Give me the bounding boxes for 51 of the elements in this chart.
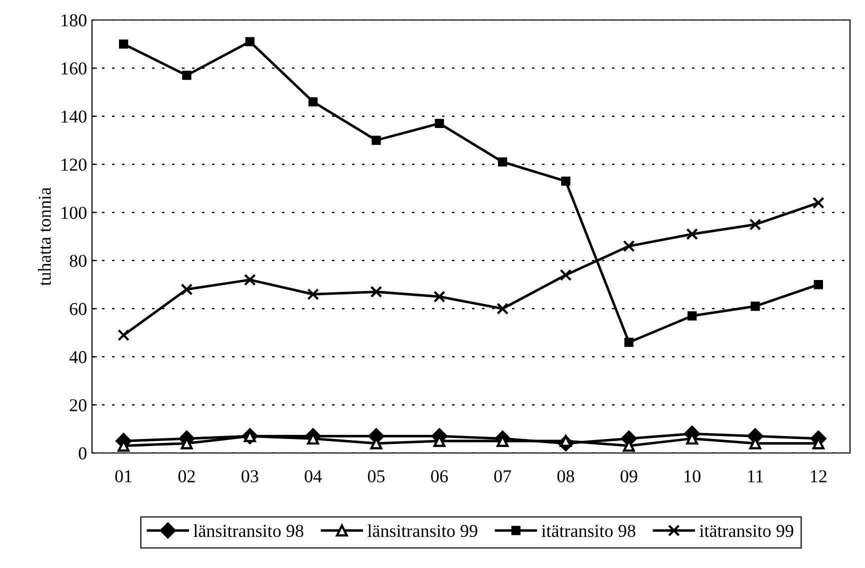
y-tick-label: 60	[70, 302, 86, 316]
legend-label: itätransito 98	[542, 524, 636, 537]
x-tick-label: 11	[748, 470, 763, 482]
legend-label: itätransito 99	[700, 524, 794, 537]
point	[180, 283, 193, 296]
point	[686, 228, 698, 240]
point	[244, 274, 256, 286]
x-tick-label: 03	[242, 470, 258, 482]
point	[749, 218, 762, 230]
x-tick-label: 12	[810, 470, 826, 482]
y-tick-label: 80	[70, 254, 86, 267]
legend-label: länsitransito 98	[194, 524, 304, 537]
y-tick-label: 0	[78, 447, 86, 460]
y-tick-label: 120	[62, 158, 86, 171]
point	[245, 37, 254, 46]
y-tick-label: 20	[70, 399, 86, 412]
x-tick-label: 08	[557, 470, 574, 482]
point	[814, 280, 823, 290]
x-tick-label: 06	[431, 470, 448, 482]
x-tick-label: 07	[494, 470, 512, 482]
point	[496, 302, 509, 315]
point	[560, 269, 572, 281]
point	[433, 290, 446, 303]
point	[622, 240, 635, 252]
x-tick-label: 05	[368, 470, 385, 482]
point	[372, 136, 381, 145]
x-tick-label: 02	[178, 470, 195, 482]
point	[750, 302, 760, 311]
point	[624, 338, 634, 347]
x-tick-label: 04	[304, 470, 322, 482]
point	[561, 176, 570, 186]
y-tick-label: 160	[62, 62, 86, 75]
x-tick-label: 09	[620, 470, 638, 482]
point	[119, 39, 128, 49]
point	[307, 288, 320, 300]
y-tick-label: 40	[69, 351, 86, 364]
point	[498, 157, 508, 167]
point	[370, 286, 382, 298]
point	[118, 329, 130, 342]
y-tick-label: 100	[62, 206, 86, 219]
y-axis-title: tuhatta tonnia	[38, 187, 51, 286]
x-tick-label: 10	[684, 470, 700, 482]
x-tick-label: 01	[115, 470, 132, 482]
point	[308, 97, 318, 106]
y-tick-label: 140	[62, 110, 86, 123]
point	[812, 196, 824, 209]
point	[434, 118, 444, 128]
y-tick-label: 180	[62, 14, 86, 26]
legend-label: länsitransito 99	[368, 524, 478, 537]
point	[688, 311, 697, 320]
point	[182, 70, 192, 80]
